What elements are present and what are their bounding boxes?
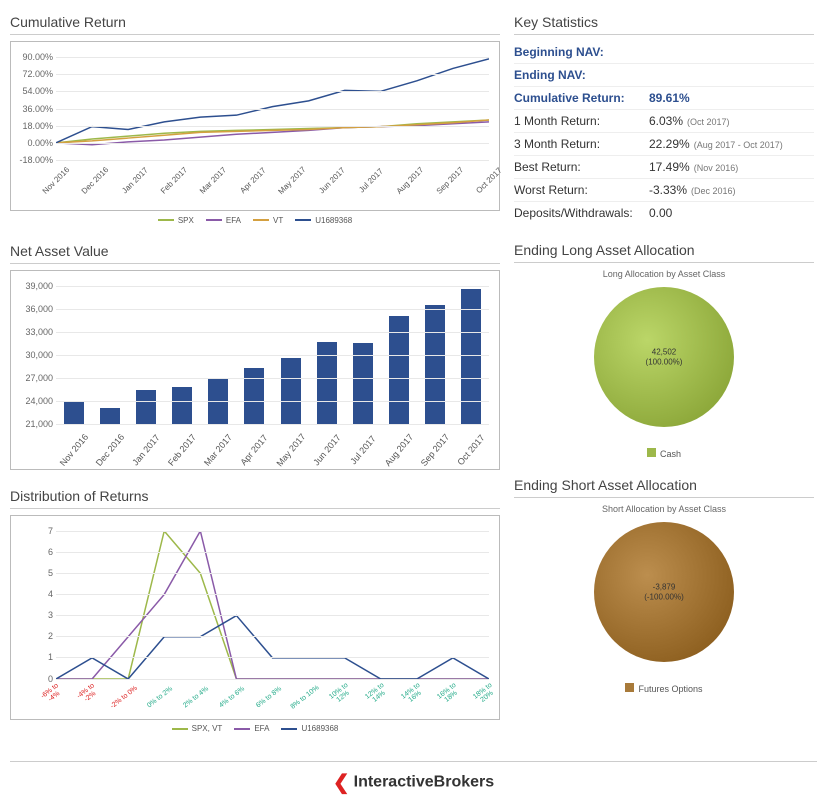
short-pie-label: -3,879(-100.00%): [644, 582, 684, 601]
stat-label: 3 Month Return:: [514, 137, 649, 151]
stat-label: Worst Return:: [514, 183, 649, 197]
stat-note: (Nov 2016): [694, 163, 739, 173]
stat-label: Ending NAV:: [514, 68, 649, 82]
nav-bar: [244, 368, 264, 424]
cumulative-return-chart: -18.00%0.00%18.00%36.00%54.00%72.00%90.0…: [10, 41, 500, 211]
stat-label: 1 Month Return:: [514, 114, 649, 128]
nav-bar: [281, 358, 301, 424]
cumulative-return-legend: SPX EFA VT U1689368: [10, 214, 500, 225]
stat-label: Cumulative Return:: [514, 91, 649, 105]
stat-row: Cumulative Return:89.61%: [514, 87, 814, 110]
nav-bar: [425, 305, 445, 423]
long-alloc-legend: Cash: [514, 448, 814, 459]
cumulative-return-panel: Cumulative Return -18.00%0.00%18.00%36.0…: [10, 10, 500, 225]
stat-row: Beginning NAV:: [514, 41, 814, 64]
legend-item: EFA: [234, 724, 269, 733]
stat-note: (Aug 2017 - Oct 2017): [694, 140, 783, 150]
short-alloc-legend: Futures Options: [514, 683, 814, 694]
distribution-legend: SPX, VT EFA U1689368: [10, 723, 500, 734]
long-pie-label: 42,502(100.00%): [646, 347, 683, 366]
long-alloc-pie: 42,502(100.00%): [594, 287, 734, 427]
long-alloc-panel: Ending Long Asset Allocation Long Alloca…: [514, 238, 814, 459]
long-alloc-title: Ending Long Asset Allocation: [514, 238, 814, 263]
legend-item: U1689368: [281, 724, 338, 733]
key-stats-panel: Key Statistics Beginning NAV: Ending NAV:…: [514, 10, 814, 224]
stat-value: 22.29%: [649, 137, 690, 151]
nav-bar: [100, 408, 120, 423]
nav-bar: [64, 401, 84, 424]
stat-label: Best Return:: [514, 160, 649, 174]
legend-item: EFA: [206, 216, 241, 225]
legend-item: SPX: [158, 216, 194, 225]
short-alloc-pie: -3,879(-100.00%): [594, 522, 734, 662]
nav-title: Net Asset Value: [10, 239, 500, 264]
short-alloc-subtitle: Short Allocation by Asset Class: [514, 504, 814, 514]
stat-label: Beginning NAV:: [514, 45, 649, 59]
short-alloc-panel: Ending Short Asset Allocation Short Allo…: [514, 473, 814, 694]
legend-item: SPX, VT: [172, 724, 223, 733]
distribution-title: Distribution of Returns: [10, 484, 500, 509]
stat-note: (Oct 2017): [687, 117, 730, 127]
stat-value: 0.00: [649, 206, 672, 220]
nav-chart: 21,00024,00027,00030,00033,00036,00039,0…: [10, 270, 500, 470]
stat-row: Worst Return:-3.33% (Dec 2016): [514, 179, 814, 202]
key-stats-title: Key Statistics: [514, 10, 814, 35]
stat-value: 6.03%: [649, 114, 683, 128]
nav-bar: [136, 390, 156, 424]
stat-note: (Dec 2016): [691, 186, 736, 196]
stat-row: 3 Month Return:22.29% (Aug 2017 - Oct 201…: [514, 133, 814, 156]
nav-panel: Net Asset Value 21,00024,00027,00030,000…: [10, 239, 500, 470]
stat-row: Deposits/Withdrawals:0.00: [514, 202, 814, 224]
distribution-chart: 01234567-6% to -4%-4% to -2%-2% to 0%0% …: [10, 515, 500, 720]
brand-icon: ❮: [333, 772, 350, 794]
stat-row: 1 Month Return:6.03% (Oct 2017): [514, 110, 814, 133]
stat-row: Ending NAV:: [514, 64, 814, 87]
legend-item: U1689368: [295, 216, 352, 225]
stat-label: Deposits/Withdrawals:: [514, 206, 649, 220]
long-alloc-subtitle: Long Allocation by Asset Class: [514, 269, 814, 279]
brand-footer: ❮InteractiveBrokers: [10, 761, 817, 795]
stat-row: Best Return:17.49% (Nov 2016): [514, 156, 814, 179]
stat-value: -3.33%: [649, 183, 687, 197]
short-alloc-title: Ending Short Asset Allocation: [514, 473, 814, 498]
distribution-panel: Distribution of Returns 01234567-6% to -…: [10, 484, 500, 734]
legend-item: VT: [253, 216, 283, 225]
stat-value: 89.61%: [649, 91, 690, 105]
nav-bar: [172, 387, 192, 423]
stat-value: 17.49%: [649, 160, 690, 174]
cumulative-return-title: Cumulative Return: [10, 10, 500, 35]
